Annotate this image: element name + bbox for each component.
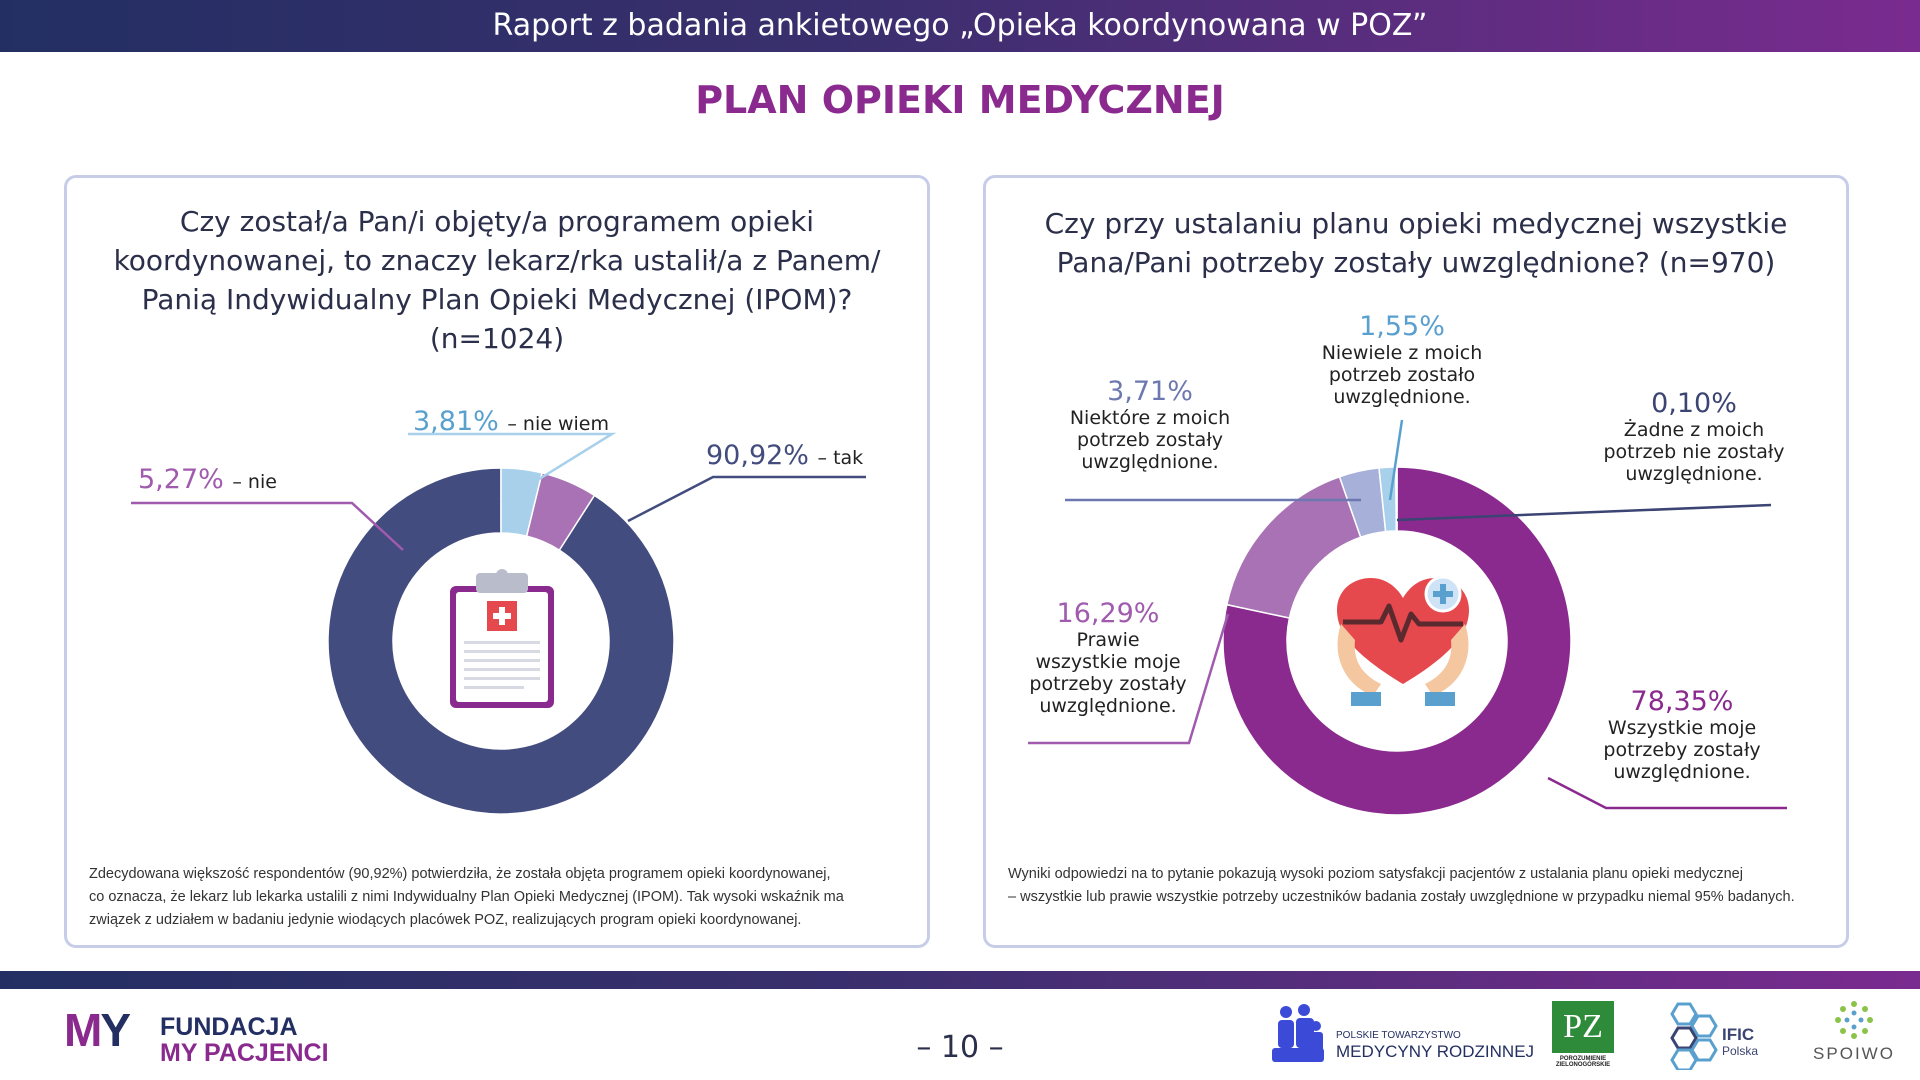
category-label: Wszystkie moje <box>1607 717 1757 739</box>
category-label: Niewiele z moich <box>1321 342 1483 364</box>
value-label: 3,81% <box>413 406 508 437</box>
category-label: Prawie <box>1076 629 1140 651</box>
value-label: 16,29% <box>1056 598 1160 629</box>
category-label: uwzględnione. <box>1039 695 1177 717</box>
donut-slice <box>1222 466 1572 816</box>
donut-slice <box>1395 466 1398 532</box>
left-question-line: Panią Indywidualny Plan Opieki Medycznej… <box>141 283 853 316</box>
leader-line <box>1388 419 1404 501</box>
donut-slice <box>327 467 675 815</box>
clipboard-medical-icon <box>450 569 554 708</box>
category-label: potrzeby zostały <box>1029 673 1187 695</box>
category-label: potrzeb nie zostały <box>1603 441 1785 463</box>
pz-text: POROZUMIENIE ZIELONOGÓRSKIE <box>1555 1056 1611 1068</box>
left-description-line: związek z udziałem w badaniu jedynie wio… <box>89 912 802 928</box>
header-title: Raport z badania ankietowego „Opieka koo… <box>492 8 1428 43</box>
donut-slice <box>525 472 596 552</box>
chart-label: 3,71% Niektóre z moich potrzeb zostały uwzg… <box>1020 376 1280 473</box>
category-label: Żadne z moich <box>1623 419 1765 441</box>
category-label: uwzględnione. <box>1333 386 1471 408</box>
value-label: 3,71% <box>1107 376 1193 407</box>
value-label: 78,35% <box>1630 686 1734 717</box>
left-question-line: (n=1024) <box>429 322 565 355</box>
fundacja-mark-y: Y <box>100 1004 131 1056</box>
category-label: uwzględnione. <box>1625 463 1763 485</box>
fundacja-line1: FUNDACJA <box>160 1013 298 1041</box>
category-label: potrzeby zostały <box>1603 739 1761 761</box>
chart-label: 90,92% – tak <box>706 440 863 471</box>
category-label: potrzeb zostały <box>1077 429 1223 451</box>
value-label: 0,10% <box>1651 388 1737 419</box>
category-label: Niektóre z moich <box>1069 407 1231 429</box>
left-panel: Czy został/a Pan/i objęty/a programem op… <box>64 175 930 948</box>
left-description-line: Zdecydowana większość respondentów (90,9… <box>89 866 831 882</box>
right-description: Wyniki odpowiedzi na to pytanie pokazują… <box>1008 863 1824 909</box>
category-label: – nie <box>232 471 277 493</box>
leader-line <box>131 501 404 551</box>
pz-mark: PZ <box>1552 1001 1614 1053</box>
left-description-line: co oznacza, że lekarz lub lekarka ustali… <box>89 889 844 905</box>
footer-bar <box>0 971 1920 989</box>
right-question-line: Pana/Pani potrzeby zostały uwzględnione?… <box>1056 246 1776 279</box>
leader-line <box>1547 776 1787 810</box>
page-number: – 10 – <box>916 1030 1004 1065</box>
ific-line2: Polska <box>1722 1044 1759 1058</box>
spoiwo-dots-icon <box>1835 1001 1873 1039</box>
right-question-line: Czy przy ustalaniu planu opieki medyczne… <box>1044 207 1788 240</box>
chart-label: 16,29% Prawie wszystkie moje potrzeby zosta… <box>978 598 1238 717</box>
category-label: uwzględnione. <box>1081 451 1219 473</box>
ptmr-line1: POLSKIE TOWARZYSTWO <box>1336 1030 1461 1041</box>
donut-chart-right <box>1222 466 1572 816</box>
right-question: Czy przy ustalaniu planu opieki medyczne… <box>1006 204 1826 282</box>
value-label: 5,27% <box>138 464 233 495</box>
category-label: – tak <box>817 447 864 469</box>
left-question: Czy został/a Pan/i objęty/a programem op… <box>87 202 907 358</box>
leader-line <box>1028 613 1230 745</box>
fundacja-mark-m: M <box>64 1004 102 1056</box>
page-title: PLAN OPIEKI MEDYCZNEJ <box>695 78 1225 122</box>
left-question-line: Czy został/a Pan/i objęty/a programem op… <box>179 205 815 238</box>
fundacja-line2: MY PACJENCI <box>160 1039 329 1067</box>
right-description-line: – wszystkie lub prawie wszystkie potrzeb… <box>1008 889 1795 905</box>
ific-hexagon-icon <box>1670 1002 1718 1070</box>
chart-label: 3,81% – nie wiem <box>413 406 609 437</box>
category-label: uwzględnione. <box>1613 761 1751 783</box>
category-label: – nie wiem <box>507 413 609 435</box>
right-panel: Czy przy ustalaniu planu opieki medyczne… <box>983 175 1849 948</box>
leader-line <box>1396 503 1772 522</box>
right-description-line: Wyniki odpowiedzi na to pytanie pokazują… <box>1008 866 1743 882</box>
chart-label: 0,10% Żadne z moich potrzeb nie zostały uwz… <box>1564 388 1824 485</box>
ific-line1: IFIC <box>1722 1025 1755 1044</box>
spoiwo-text: SPOIWO <box>1813 1044 1895 1063</box>
category-label: potrzeb zostało <box>1328 364 1476 386</box>
header-bar: Raport z badania ankietowego „Opieka koo… <box>0 0 1920 52</box>
heart-hands-icon <box>1337 575 1469 706</box>
leader-line <box>627 475 866 523</box>
chart-label: 78,35% Wszystkie moje potrzeby zostały uwzg… <box>1552 686 1812 783</box>
ptmr-people-icon <box>1272 1004 1324 1062</box>
chart-label: 5,27% – nie <box>138 464 277 495</box>
category-label: wszystkie moje <box>1035 651 1181 673</box>
leader-line <box>408 432 617 504</box>
left-description: Zdecydowana większość respondentów (90,9… <box>89 863 905 932</box>
value-label: 1,55% <box>1359 311 1445 342</box>
value-label: 90,92% <box>706 440 818 471</box>
left-question-line: koordynowanej, to znaczy lekarz/rka usta… <box>113 244 881 277</box>
chart-label: 1,55% Niewiele z moich potrzeb zostało uwzg… <box>1272 311 1532 408</box>
ptmr-line2: MEDYCYNY RODZINNEJ <box>1336 1042 1535 1061</box>
